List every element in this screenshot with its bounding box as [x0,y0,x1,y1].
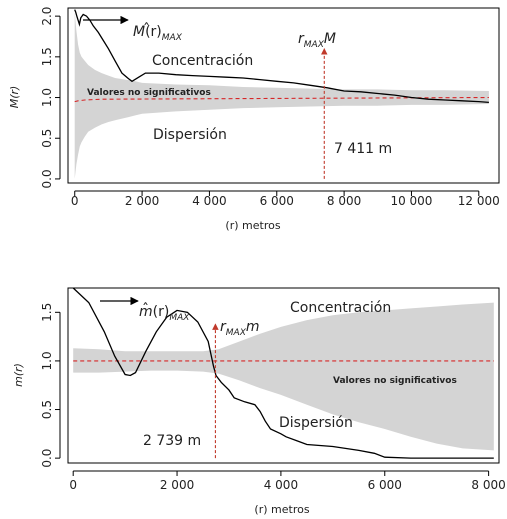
x-tick-label: 8 000 [327,194,361,208]
y-tick-label: 2.0 [40,7,54,26]
series-line [74,9,489,104]
x-tick-label: 8 000 [471,478,505,492]
axes: 0 2 000 4 000 6 000 8 000 0.0 0.5 1.0 1.5 [40,287,506,492]
chart-bottom-m: 0 2 000 4 000 6 000 8 000 0.0 0.5 1.0 1.5 m(r)MA… [12,287,506,516]
reference-line [74,96,489,103]
x-tick-label: 2 000 [125,194,159,208]
x-tick-label: 12 000 [458,194,500,208]
y-axis-label: m(r) [12,363,25,387]
confidence-envelope [74,12,489,179]
rmax-label: rMAXM [298,31,336,50]
concentration-label: Concentración [290,300,391,316]
distance-label: 7 411 m [334,141,392,157]
y-tick-label: 0.5 [40,129,54,148]
plot-frame [67,287,500,464]
dispersion-label: Dispersión [153,127,227,143]
hat-glyph: ˆ [143,22,150,38]
x-tick-label: 10 000 [390,194,432,208]
x-tick-label: 0 [69,478,77,492]
max-label: m(r)MAX [139,304,190,323]
max-label: M(r)MAX [133,24,183,43]
x-tick-label: 6 000 [260,194,294,208]
x-tick-label: 4 000 [192,194,226,208]
y-tick-label: 0.5 [40,400,54,419]
y-tick-label: 0.0 [40,169,54,188]
nonsig-label: Valores no significativos [333,376,457,386]
axes: 0 2 000 4 000 6 000 8 000 10 000 12 000 0.0 0.5 1… [40,7,500,208]
y-axis-label: M(r) [8,86,21,109]
x-tick-label: 0 [71,194,79,208]
x-axis-label: (r) metros [225,219,280,232]
series-line [72,287,494,459]
confidence-envelope [73,302,494,451]
chart-top-M: 0 2 000 4 000 6 000 8 000 10 000 12 000 0.0 0.5 1… [8,7,500,232]
x-tick-label: 6 000 [368,478,402,492]
hat-glyph: ˆ [142,302,149,318]
y-tick-label: 1.0 [40,88,54,107]
dispersion-label: Dispersión [279,415,353,431]
y-tick-label: 0.0 [40,449,54,468]
y-tick-label: 1.0 [40,351,54,370]
distance-label: 2 739 m [143,433,201,449]
y-tick-label: 1.5 [40,47,54,66]
y-tick-label: 1.5 [40,303,54,322]
x-tick-label: 4 000 [264,478,298,492]
concentration-label: Concentración [152,53,253,69]
rmax-label: rMAXm [220,319,260,338]
nonsig-label: Valores no significativos [87,88,211,98]
x-tick-label: 2 000 [160,478,194,492]
x-axis-label: (r) metros [254,503,309,516]
plot-frame [67,7,500,184]
